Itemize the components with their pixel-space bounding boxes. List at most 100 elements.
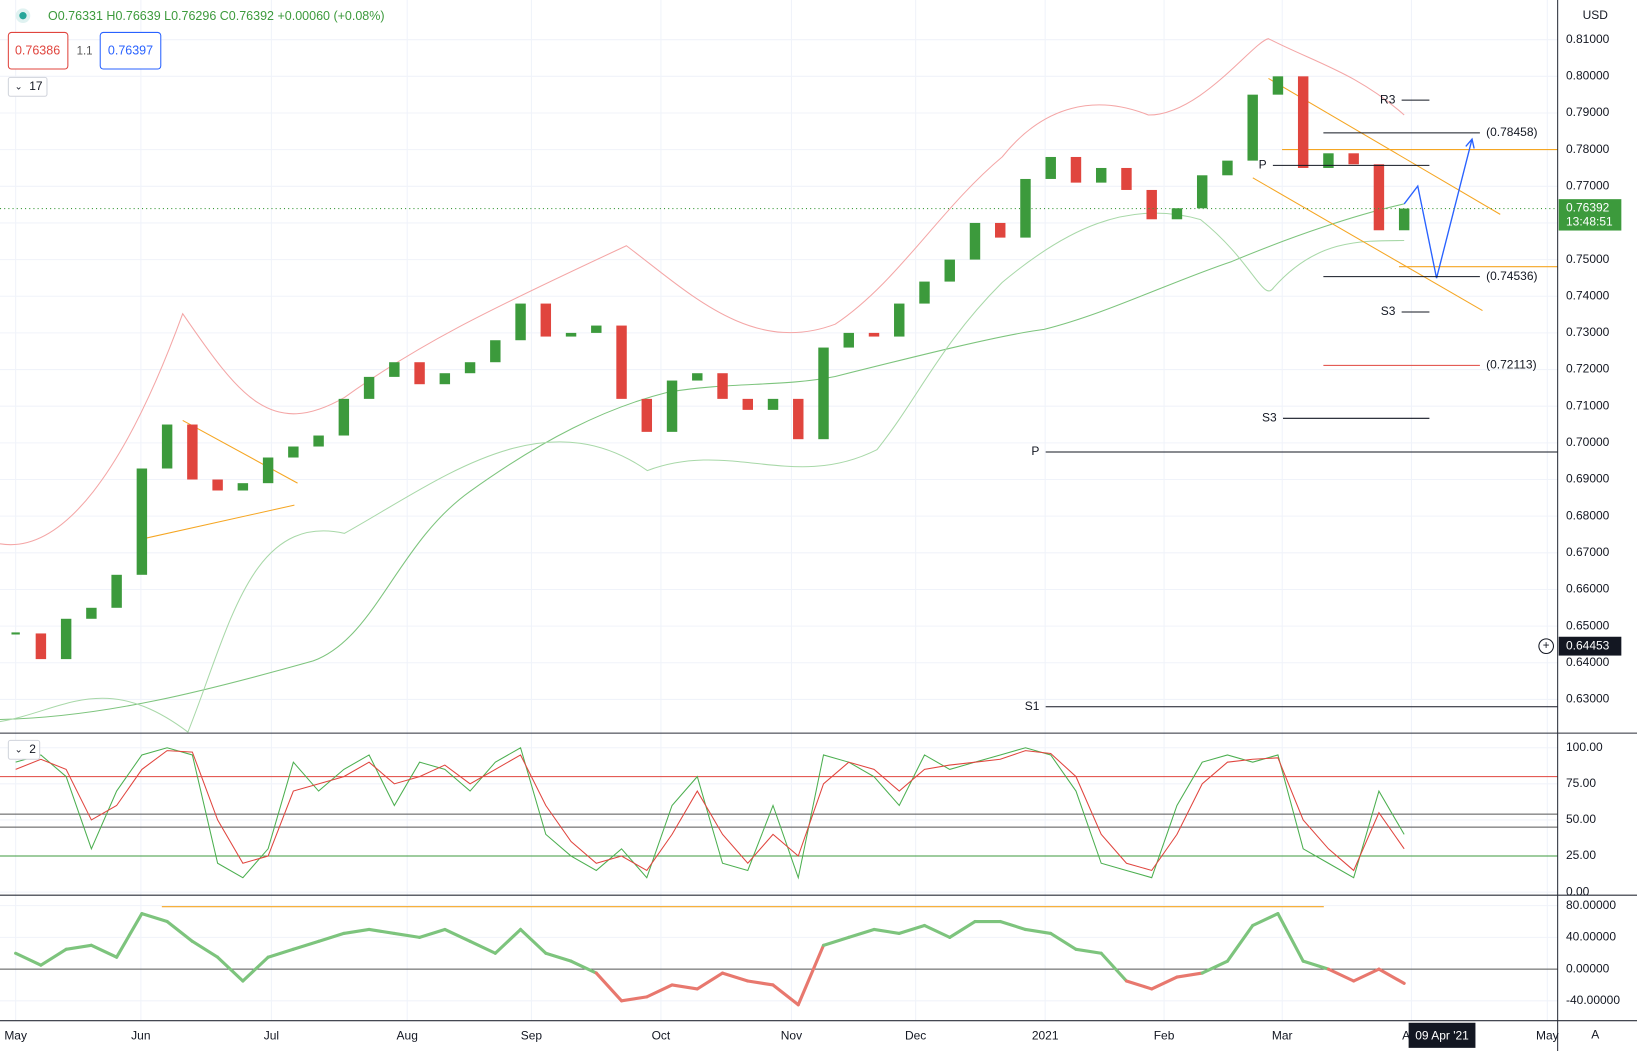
- lower-band: [0, 212, 1405, 733]
- candle: [35, 633, 47, 660]
- pivot-label: (0.74536): [1486, 269, 1537, 283]
- momentum-segment: [1150, 975, 1179, 991]
- last-price: 0.76392: [1566, 201, 1610, 215]
- x-tick-label: Jun: [131, 1029, 150, 1043]
- y-tick-label: 0.63000: [1566, 692, 1610, 706]
- candle: [313, 435, 324, 447]
- momentum-segment: [317, 931, 346, 943]
- buy-price[interactable]: 0.76397: [108, 44, 153, 58]
- candle: [288, 446, 299, 458]
- y-tick-label: 0.75000: [1566, 252, 1610, 266]
- momentum-segment: [140, 912, 169, 924]
- last-price-badge: [1558, 199, 1622, 231]
- momentum-segment: [872, 927, 901, 935]
- momentum-segment: [443, 927, 472, 943]
- momentum-segment: [216, 955, 245, 983]
- y-tick-label: 0.69000: [1566, 472, 1610, 486]
- momentum-segment: [897, 923, 927, 935]
- trend-lines: [143, 77, 1501, 540]
- x-tick-label: Dec: [905, 1029, 926, 1043]
- momentum-segment: [1276, 912, 1305, 963]
- cursor-plus[interactable]: [1538, 638, 1555, 655]
- candle: [1222, 160, 1233, 176]
- upper-band: [0, 38, 1405, 546]
- candle: [136, 468, 148, 575]
- momentum-segment: [720, 971, 750, 983]
- candle: [1121, 167, 1132, 190]
- x-tick-label: Sep: [521, 1029, 543, 1043]
- candle: [540, 303, 552, 337]
- candle: [363, 376, 375, 399]
- countdown: 13:48:51: [1566, 214, 1613, 228]
- candle: [1373, 164, 1385, 231]
- momentum-segment: [266, 947, 295, 959]
- oscillator-line: [15, 750, 1405, 872]
- candle: [515, 303, 526, 341]
- y-tick-label: 0.73000: [1566, 325, 1610, 339]
- pivot-label: S1: [1025, 699, 1040, 713]
- y-tick-label: 0.80000: [1566, 68, 1610, 82]
- candle: [111, 574, 122, 608]
- orange-levels: [161, 149, 1558, 908]
- y-tick-label: 80.00000: [1566, 898, 1616, 912]
- buy-button[interactable]: [99, 31, 162, 70]
- pane-count[interactable]: 2: [29, 742, 36, 756]
- sell-button[interactable]: [7, 31, 69, 70]
- y-tick-label: 0.72000: [1566, 362, 1610, 376]
- indicators-toggle[interactable]: [7, 76, 48, 97]
- momentum-segment: [998, 919, 1028, 932]
- auto-scale[interactable]: A: [1591, 1027, 1599, 1041]
- candle: [1323, 153, 1334, 168]
- candle: [969, 222, 981, 260]
- x-tick-label: Feb: [1154, 1029, 1175, 1043]
- candle: [616, 325, 627, 399]
- y-tick-label: 0.74000: [1566, 288, 1610, 302]
- symbol-icon-dot: [19, 12, 27, 20]
- toggle-chevron[interactable]: ⌄: [15, 80, 23, 91]
- momentum-segment: [544, 951, 573, 963]
- sell-price[interactable]: 0.76386: [15, 44, 60, 58]
- pivot-label: (0.72113): [1486, 358, 1536, 372]
- momentum-segment: [1175, 971, 1204, 979]
- momentum-segment: [1301, 959, 1330, 971]
- y-tick-label: 0.00: [1566, 884, 1590, 898]
- candle: [843, 332, 854, 348]
- indicators-count[interactable]: 17: [29, 79, 43, 93]
- candle: [1272, 76, 1284, 95]
- y-tick-label: -40.00000: [1566, 993, 1620, 1007]
- momentum-segment: [518, 927, 548, 955]
- momentum-segment: [1200, 959, 1230, 975]
- candle: [1247, 94, 1258, 161]
- candle: [161, 424, 173, 469]
- candle: [919, 281, 930, 304]
- candle: [692, 373, 703, 381]
- cursor-plus-sign: +: [1543, 640, 1550, 652]
- y-tick-label: 50.00: [1566, 812, 1596, 826]
- momentum-segment: [165, 919, 194, 943]
- x-tick-label: Mar: [1272, 1029, 1293, 1043]
- cursor-date-badge: [1408, 1022, 1476, 1048]
- pivot-label: P: [1031, 444, 1039, 458]
- candle: [187, 424, 198, 480]
- cursor-price-badge: [1558, 636, 1622, 656]
- x-tick-label: Jul: [264, 1029, 279, 1043]
- cursor-date: 09 Apr '21: [1415, 1029, 1469, 1043]
- candle: [414, 362, 425, 385]
- candle: [1045, 156, 1056, 179]
- momentum-segment: [39, 947, 68, 967]
- pane-toggle[interactable]: [7, 739, 41, 760]
- candle: [439, 373, 451, 385]
- candle: [591, 325, 602, 333]
- candle: [868, 332, 880, 337]
- toggle-chevron[interactable]: ⌄: [15, 743, 23, 754]
- candle: [1297, 76, 1309, 168]
- candle: [565, 332, 577, 337]
- y-tick-label: 0.68000: [1566, 508, 1610, 522]
- y-tick-label: 0.67000: [1566, 545, 1610, 559]
- momentum-segment: [922, 923, 952, 939]
- momentum-segment: [821, 935, 851, 947]
- spread: 1.1: [77, 45, 93, 57]
- candle: [86, 607, 97, 619]
- pivot-label: (0.78458): [1486, 125, 1537, 139]
- momentum-segment: [367, 927, 396, 935]
